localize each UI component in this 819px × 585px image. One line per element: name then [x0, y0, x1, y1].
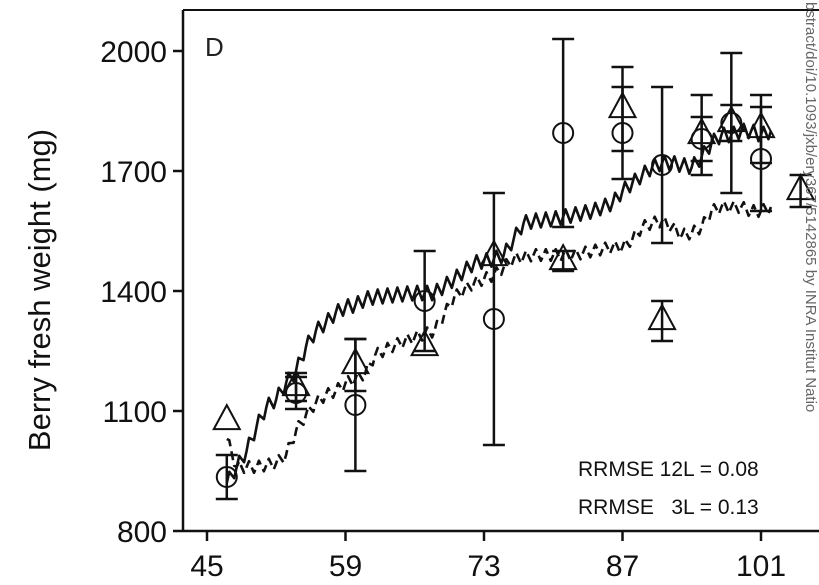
x-tick-label: 101: [736, 550, 786, 583]
model-lines: [225, 122, 773, 484]
axis-ticks: 800 1100 1400 1700 2000 45 59 73 87 101: [100, 36, 786, 583]
triangle-marker: [479, 239, 509, 267]
model-line-dashed: [226, 199, 773, 475]
triangle-marker: [785, 173, 816, 201]
triangle-marker: [281, 369, 311, 397]
y-axis-label: Berry fresh weight (mg): [22, 129, 57, 451]
x-tick-label: 73: [467, 550, 500, 583]
observation-points: [212, 37, 816, 501]
doi-watermark: bstract/doi/10.1093/jxb/ery367/5142865 b…: [802, 2, 819, 412]
y-tick-label: 1700: [100, 156, 167, 189]
triangle-marker: [548, 243, 578, 271]
triangle-marker: [686, 117, 717, 145]
rrmse-3l-annotation: RRMSE 3L = 0.13: [578, 496, 759, 519]
x-tick-label: 87: [606, 550, 639, 583]
triangle-marker: [647, 303, 677, 331]
x-tick-label: 59: [329, 550, 362, 583]
triangle-marker: [212, 403, 242, 431]
y-tick-label: 1100: [102, 396, 167, 429]
triangle-marker: [340, 347, 371, 375]
triangle-marker: [716, 105, 747, 133]
circle-marker: [552, 122, 575, 144]
circle-marker: [482, 308, 505, 330]
y-tick-label: 2000: [100, 36, 167, 69]
triangle-marker: [607, 91, 638, 119]
triangle-marker: [746, 111, 776, 139]
circle-marker: [215, 466, 238, 488]
circle-marker: [413, 290, 436, 312]
y-tick-label: 1400: [100, 276, 167, 309]
panel-label: D: [205, 32, 224, 62]
triangle-marker: [409, 329, 440, 357]
axes: [181, 9, 819, 533]
rrmse-12l-annotation: RRMSE 12L = 0.08: [578, 458, 759, 481]
circle-marker: [344, 394, 367, 416]
x-tick-label: 45: [190, 550, 223, 583]
model-line-solid: [225, 122, 773, 484]
circle-marker: [651, 154, 674, 176]
y-tick-label: 800: [117, 516, 167, 549]
